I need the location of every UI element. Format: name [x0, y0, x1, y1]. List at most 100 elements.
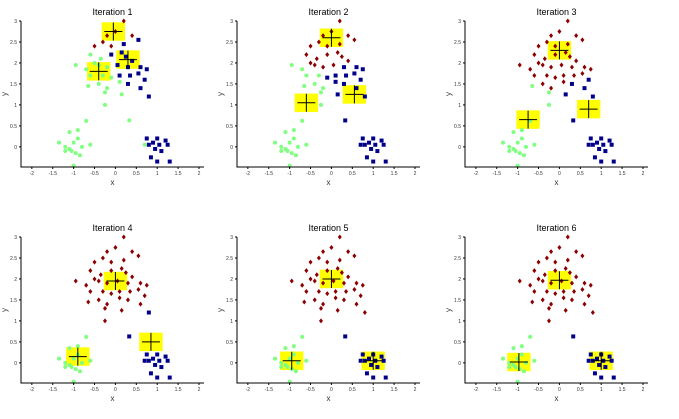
data-point [71, 356, 76, 361]
data-point [536, 259, 541, 265]
data-point [364, 155, 369, 160]
data-point [92, 43, 97, 49]
data-point [84, 282, 89, 288]
data-point [102, 90, 107, 95]
data-point [84, 334, 89, 339]
data-point [524, 144, 528, 149]
data-point [75, 128, 80, 133]
data-point [138, 280, 143, 286]
data-point [155, 159, 160, 164]
data-point [117, 73, 122, 78]
y-tick-label: 0.5 [10, 340, 17, 346]
data-point [553, 43, 558, 49]
data-point [362, 142, 367, 147]
data-point [119, 50, 124, 55]
data-point [367, 140, 372, 145]
subplot-title: Iteration 3 [536, 7, 576, 17]
data-point [383, 159, 388, 164]
data-point [373, 142, 378, 147]
data-point [582, 280, 587, 286]
data-point [98, 56, 103, 61]
data-point [67, 130, 72, 135]
centroid-cross-marker [282, 351, 301, 370]
data-point [289, 278, 294, 284]
data-point [574, 274, 579, 280]
centroid-cross-marker [141, 332, 160, 351]
data-point [142, 142, 147, 147]
data-point [549, 301, 554, 307]
data-point [102, 102, 107, 107]
data-point [63, 144, 68, 149]
data-point [321, 301, 326, 307]
data-point [119, 307, 124, 313]
data-point [346, 58, 351, 64]
data-point [346, 274, 351, 280]
data-point [283, 130, 288, 135]
data-point [544, 73, 549, 79]
data-point [580, 286, 585, 292]
data-point [105, 33, 110, 39]
data-point [321, 249, 326, 255]
data-point [291, 352, 296, 357]
data-point [544, 39, 549, 45]
data-point [144, 67, 149, 72]
x-tick-label: -2 [246, 171, 251, 177]
data-point [109, 259, 114, 265]
data-point [513, 365, 518, 370]
data-point [109, 43, 114, 49]
x-tick-label: 0 [330, 171, 333, 177]
x-tick-label: -2 [246, 387, 251, 393]
x-tick-label: -2 [474, 387, 479, 393]
data-point [603, 365, 608, 370]
data-point [540, 62, 545, 68]
data-point [333, 73, 338, 78]
data-point [130, 33, 135, 39]
x-tick-label: 0 [114, 171, 117, 177]
centroid-cross-marker [509, 353, 528, 372]
data-point [163, 138, 168, 143]
x-tick-label: -1.5 [264, 387, 273, 393]
data-point [381, 358, 386, 363]
data-point [379, 138, 384, 143]
data-point [296, 144, 300, 149]
data-point [346, 249, 351, 255]
data-point [304, 268, 309, 274]
data-point [567, 270, 572, 276]
data-point [536, 276, 541, 282]
data-point [98, 272, 103, 278]
data-point [321, 280, 326, 286]
data-point [572, 289, 577, 295]
data-point [159, 149, 164, 154]
data-point [343, 118, 348, 123]
data-point [88, 289, 93, 295]
data-point [592, 155, 597, 160]
y-tick-label: 3 [230, 19, 233, 25]
centroid-cross-marker [592, 351, 611, 370]
data-point [549, 33, 554, 39]
data-point [335, 92, 340, 97]
y-tick-label: 2 [458, 61, 461, 67]
x-tick-label: -1.5 [492, 171, 501, 177]
data-point [109, 291, 114, 297]
x-tick-label: 0.5 [349, 387, 356, 393]
x-tick-label: 0 [114, 387, 117, 393]
data-point [383, 375, 388, 380]
data-point [582, 301, 587, 307]
data-point [588, 282, 593, 288]
x-tick-label: 1 [600, 387, 603, 393]
x-tick-label: 1.5 [175, 171, 182, 177]
data-point [155, 136, 160, 141]
data-point [318, 318, 323, 324]
data-point [565, 234, 570, 240]
data-point [595, 356, 600, 361]
data-point [582, 86, 587, 91]
subplot-title: Iteration 6 [536, 223, 576, 233]
data-point [146, 310, 151, 315]
data-point [138, 301, 143, 307]
data-point [80, 144, 84, 149]
data-point [77, 153, 82, 158]
data-point [318, 305, 323, 311]
data-point [335, 307, 340, 313]
y-tick-label: 2.5 [226, 40, 233, 46]
x-tick-label: -0.5 [534, 387, 543, 393]
